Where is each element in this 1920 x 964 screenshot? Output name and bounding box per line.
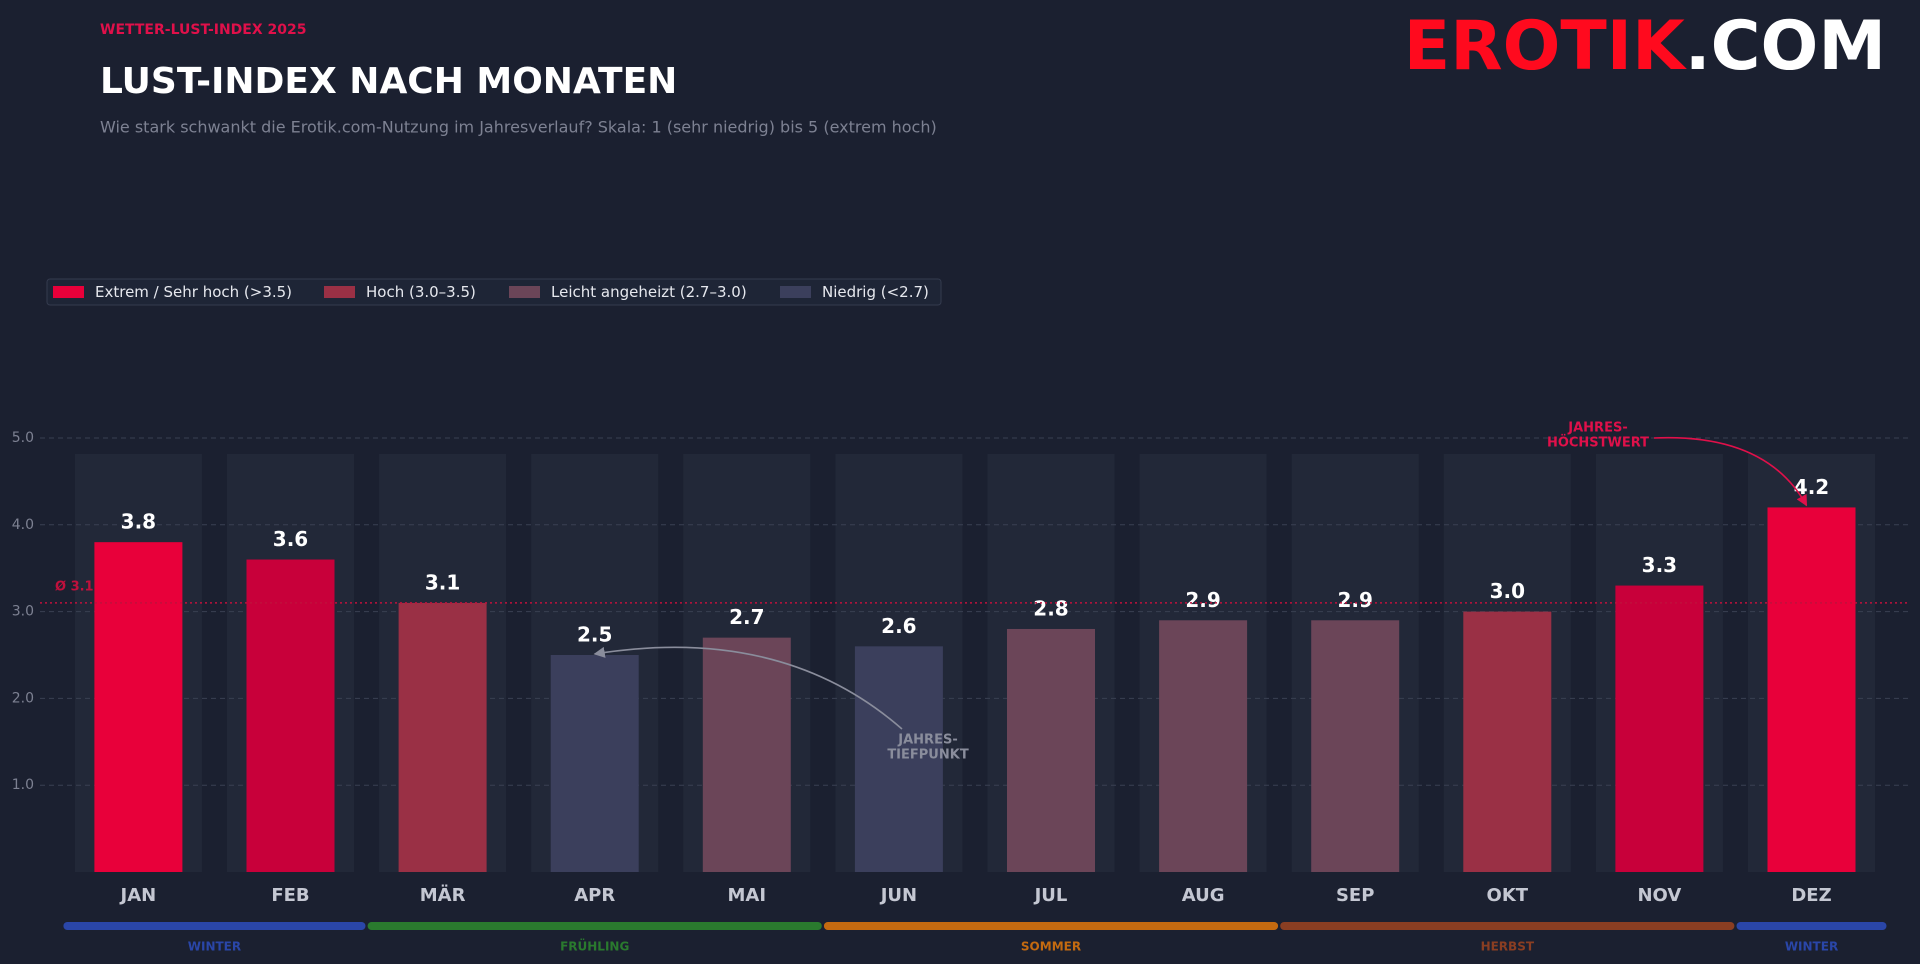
- bar: [702, 637, 791, 872]
- x-tick-label: NOV: [1637, 885, 1681, 906]
- x-tick-label: FEB: [271, 885, 309, 906]
- logo-main: EROTIK: [1404, 7, 1687, 86]
- value-label: 3.8: [121, 510, 156, 534]
- x-tick-label: AUG: [1182, 885, 1225, 906]
- season-label: FRÜHLING: [560, 939, 629, 954]
- bar: [1767, 507, 1856, 872]
- value-label: 2.9: [1337, 588, 1372, 612]
- annotation-text: HÖCHSTWERT: [1547, 435, 1649, 451]
- bar: [1463, 611, 1552, 872]
- season-label: HERBST: [1481, 940, 1535, 954]
- season-label: WINTER: [188, 940, 241, 954]
- y-tick-label: 5.0: [12, 430, 34, 446]
- bar: [854, 646, 943, 872]
- legend-swatch: [53, 286, 84, 298]
- y-tick-label: 4.0: [12, 517, 34, 533]
- x-tick-label: OKT: [1487, 885, 1529, 906]
- annotation-text: JAHRES-: [1567, 421, 1627, 436]
- x-tick-label: DEZ: [1791, 885, 1831, 906]
- value-label: 2.9: [1185, 588, 1220, 612]
- legend-swatch: [324, 286, 355, 298]
- value-label: 3.0: [1490, 579, 1525, 603]
- value-label: 2.6: [881, 614, 916, 638]
- value-label: 4.2: [1794, 475, 1829, 499]
- bar: [94, 542, 183, 872]
- x-tick-label: APR: [574, 885, 615, 906]
- bar: [398, 602, 487, 872]
- x-tick-label: JUN: [879, 885, 917, 906]
- x-tick-label: JAN: [119, 885, 157, 906]
- legend-label: Hoch (3.0–3.5): [366, 283, 476, 301]
- legend-label: Leicht angeheizt (2.7–3.0): [551, 283, 747, 301]
- season-label: SOMMER: [1021, 940, 1081, 954]
- legend-box: [46, 278, 942, 306]
- kicker: WETTER-LUST-INDEX 2025: [100, 22, 307, 38]
- legend-swatch: [509, 286, 540, 298]
- value-label: 2.7: [729, 605, 764, 629]
- bar: [550, 655, 639, 872]
- x-tick-label: MÄR: [420, 884, 466, 906]
- value-label: 3.1: [425, 570, 460, 594]
- title: LUST-INDEX NACH MONATEN: [100, 61, 677, 102]
- logo: EROTIK.COM: [1404, 7, 1886, 86]
- subtitle: Wie stark schwankt die Erotik.com-Nutzun…: [100, 118, 937, 137]
- bar: [246, 559, 335, 872]
- annotation-arrow: [593, 646, 903, 730]
- y-tick-label: 2.0: [12, 690, 34, 706]
- value-label: 2.5: [577, 623, 612, 647]
- legend-swatch: [780, 286, 811, 298]
- x-tick-label: JUL: [1033, 885, 1068, 906]
- annotation-text: TIEFPUNKT: [887, 748, 969, 763]
- legend-label: Extrem / Sehr hoch (>3.5): [95, 283, 292, 301]
- x-tick-label: MAI: [728, 885, 767, 906]
- bar: [1159, 620, 1248, 872]
- legend-label: Niedrig (<2.7): [822, 283, 929, 301]
- value-label: 2.8: [1033, 596, 1068, 620]
- bar: [1615, 585, 1704, 872]
- bar: [1311, 620, 1400, 872]
- annotation-arrow: [1653, 436, 1808, 507]
- season-label: WINTER: [1785, 940, 1838, 954]
- average-label: Ø 3.1: [55, 579, 94, 594]
- logo-suffix: .COM: [1685, 7, 1886, 86]
- bar: [1007, 628, 1095, 872]
- value-label: 3.3: [1642, 553, 1677, 577]
- value-label: 3.6: [273, 527, 308, 551]
- annotation-text: JAHRES-: [897, 733, 957, 748]
- x-tick-label: SEP: [1336, 885, 1374, 906]
- y-tick-label: 1.0: [12, 777, 34, 793]
- y-tick-label: 3.0: [12, 604, 34, 620]
